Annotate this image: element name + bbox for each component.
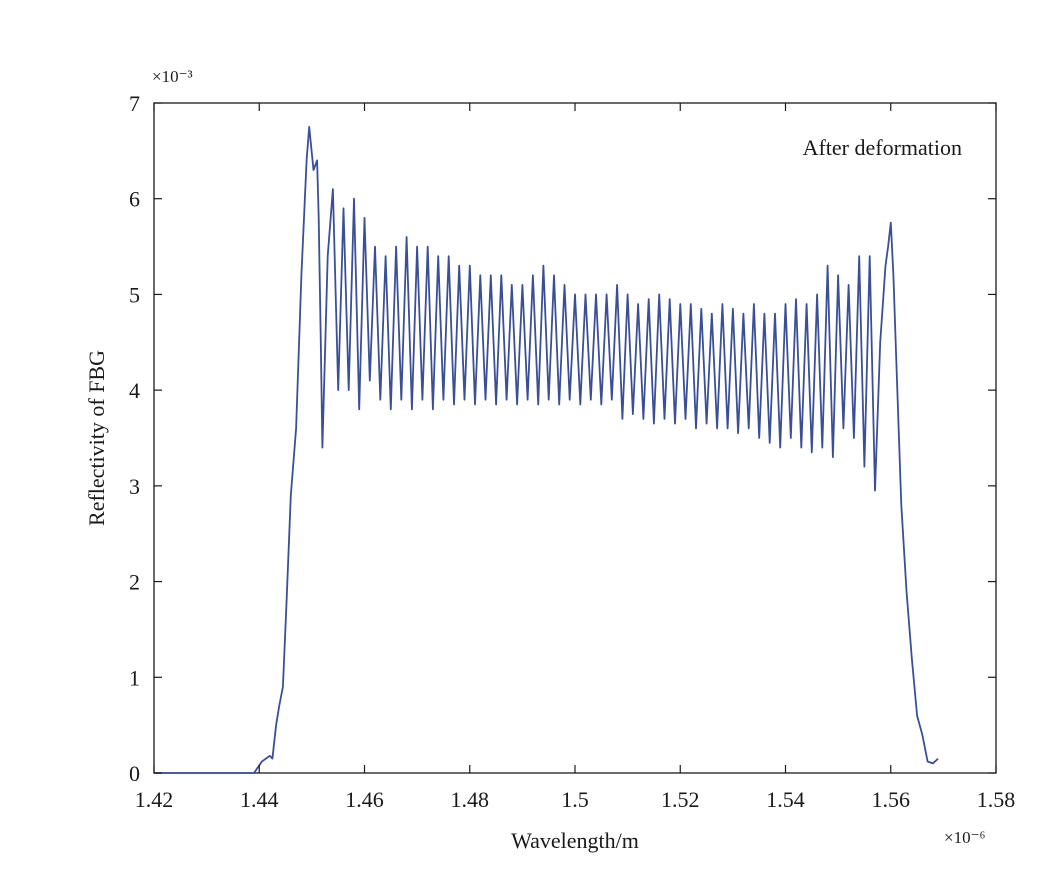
plot-frame [153,102,997,774]
x-tick-label: 1.48 [451,787,490,812]
y-axis: 0 1 2 3 4 5 6 7 [129,91,996,786]
y-tick-label: 0 [129,761,140,786]
y-tick-label: 3 [129,474,140,499]
x-tick-label: 1.5 [561,787,589,812]
y-tick-label: 1 [129,665,140,690]
series-line-0 [154,126,939,774]
chart-annotation: After deformation [803,135,962,160]
x-tick-label: 1.58 [977,787,1016,812]
y-tick-label: 5 [129,282,140,307]
y-axis-title: Reflectivity of FBG [84,350,109,526]
x-multiplier-label: ×10⁻⁶ [944,828,986,847]
x-axis: 1.42 1.44 1.46 1.48 1.5 1.52 1.54 1.56 1.58 [135,103,1016,812]
y-tick-label: 6 [129,187,140,212]
x-tick-label: 1.42 [135,787,174,812]
x-tick-label: 1.56 [872,787,911,812]
x-tick-label: 1.44 [240,787,279,812]
plot-area [153,102,997,774]
x-tick-label: 1.54 [766,787,805,812]
x-tick-label: 1.52 [661,787,700,812]
y-tick-label: 4 [129,378,140,403]
x-tick-label: 1.46 [345,787,384,812]
y-multiplier-label: ×10⁻³ [152,67,193,86]
y-tick-label: 7 [129,91,140,116]
x-axis-title: Wavelength/m [511,828,639,853]
y-tick-label: 2 [129,570,140,595]
